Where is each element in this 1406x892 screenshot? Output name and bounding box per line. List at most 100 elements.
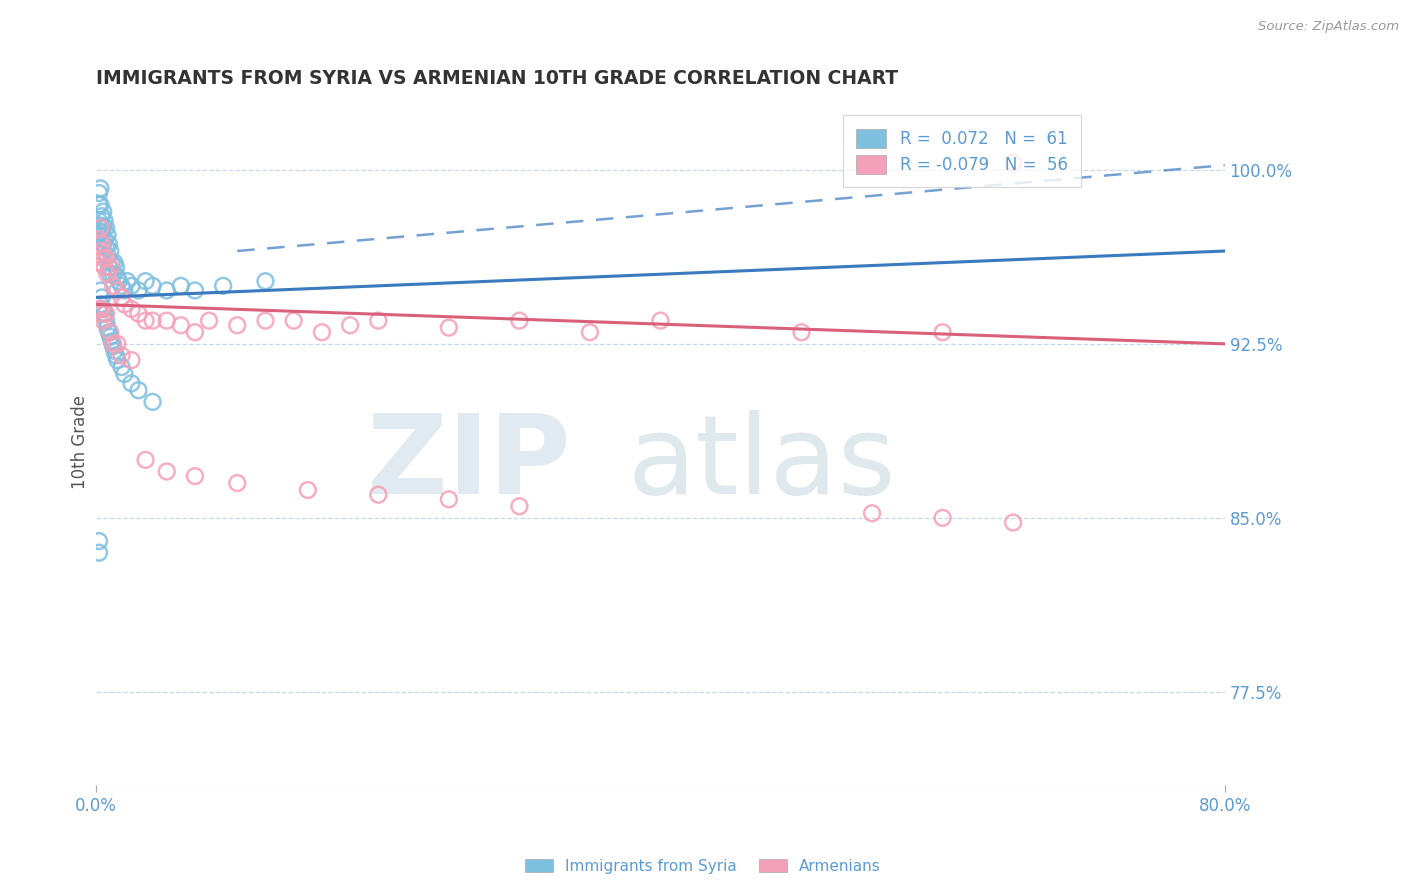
- Point: [105, 336, 128, 351]
- Point: [112, 297, 135, 311]
- Point: [89, 220, 111, 235]
- Point: [1002, 516, 1025, 530]
- Point: [105, 353, 128, 368]
- Point: [87, 534, 110, 549]
- Point: [97, 325, 120, 339]
- Point: [98, 244, 121, 258]
- Point: [254, 313, 277, 327]
- Point: [508, 313, 530, 327]
- Point: [90, 290, 112, 304]
- Point: [437, 320, 460, 334]
- Point: [931, 325, 953, 339]
- Point: [128, 384, 150, 398]
- Point: [89, 197, 111, 211]
- Point: [135, 313, 157, 327]
- Point: [142, 395, 165, 409]
- Point: [184, 325, 207, 339]
- Point: [101, 267, 124, 281]
- Point: [100, 255, 122, 269]
- Point: [96, 227, 118, 242]
- Point: [98, 330, 121, 344]
- Point: [94, 220, 117, 235]
- Point: [87, 546, 110, 560]
- Point: [89, 297, 111, 311]
- Point: [103, 343, 125, 358]
- Point: [120, 376, 142, 391]
- Point: [91, 204, 114, 219]
- Point: [135, 453, 157, 467]
- Point: [115, 274, 138, 288]
- Point: [226, 476, 249, 491]
- Point: [110, 359, 132, 374]
- Point: [311, 325, 333, 339]
- Point: [860, 506, 883, 520]
- Point: [120, 301, 142, 316]
- Point: [339, 318, 361, 333]
- Point: [103, 255, 125, 269]
- Point: [367, 313, 389, 327]
- Point: [93, 232, 115, 246]
- Point: [650, 313, 672, 327]
- Point: [156, 313, 179, 327]
- Legend: Immigrants from Syria, Armenians: Immigrants from Syria, Armenians: [519, 853, 887, 880]
- Point: [94, 251, 117, 265]
- Point: [87, 232, 110, 246]
- Point: [110, 290, 132, 304]
- Point: [135, 274, 157, 288]
- Point: [89, 181, 111, 195]
- Point: [156, 284, 179, 298]
- Point: [93, 307, 115, 321]
- Point: [98, 260, 121, 275]
- Point: [91, 251, 114, 265]
- Point: [107, 274, 129, 288]
- Point: [94, 313, 117, 327]
- Point: [142, 278, 165, 293]
- Point: [283, 313, 305, 327]
- Point: [184, 469, 207, 483]
- Point: [112, 367, 135, 381]
- Point: [105, 269, 128, 284]
- Point: [94, 239, 117, 253]
- Point: [579, 325, 602, 339]
- Text: ZIP: ZIP: [367, 409, 571, 516]
- Point: [90, 209, 112, 223]
- Point: [96, 267, 118, 281]
- Point: [254, 274, 277, 288]
- Point: [508, 500, 530, 514]
- Point: [212, 278, 235, 293]
- Point: [226, 318, 249, 333]
- Point: [87, 301, 110, 316]
- Point: [93, 260, 115, 275]
- Point: [110, 278, 132, 293]
- Point: [87, 227, 110, 242]
- Point: [120, 353, 142, 368]
- Point: [170, 318, 193, 333]
- Point: [89, 307, 111, 321]
- Point: [100, 334, 122, 349]
- Point: [87, 255, 110, 269]
- Point: [89, 244, 111, 258]
- Point: [87, 197, 110, 211]
- Point: [89, 284, 111, 298]
- Point: [156, 465, 179, 479]
- Point: [367, 488, 389, 502]
- Point: [90, 301, 112, 316]
- Point: [97, 237, 120, 252]
- Point: [98, 267, 121, 281]
- Point: [87, 186, 110, 200]
- Point: [91, 220, 114, 235]
- Text: Source: ZipAtlas.com: Source: ZipAtlas.com: [1258, 20, 1399, 33]
- Point: [98, 325, 121, 339]
- Point: [110, 348, 132, 362]
- Point: [96, 320, 118, 334]
- Point: [94, 307, 117, 321]
- Point: [128, 284, 150, 298]
- Point: [142, 313, 165, 327]
- Point: [112, 284, 135, 298]
- Point: [96, 249, 118, 263]
- Point: [91, 313, 114, 327]
- Point: [101, 339, 124, 353]
- Point: [297, 483, 319, 497]
- Y-axis label: 10th Grade: 10th Grade: [72, 395, 89, 490]
- Point: [101, 336, 124, 351]
